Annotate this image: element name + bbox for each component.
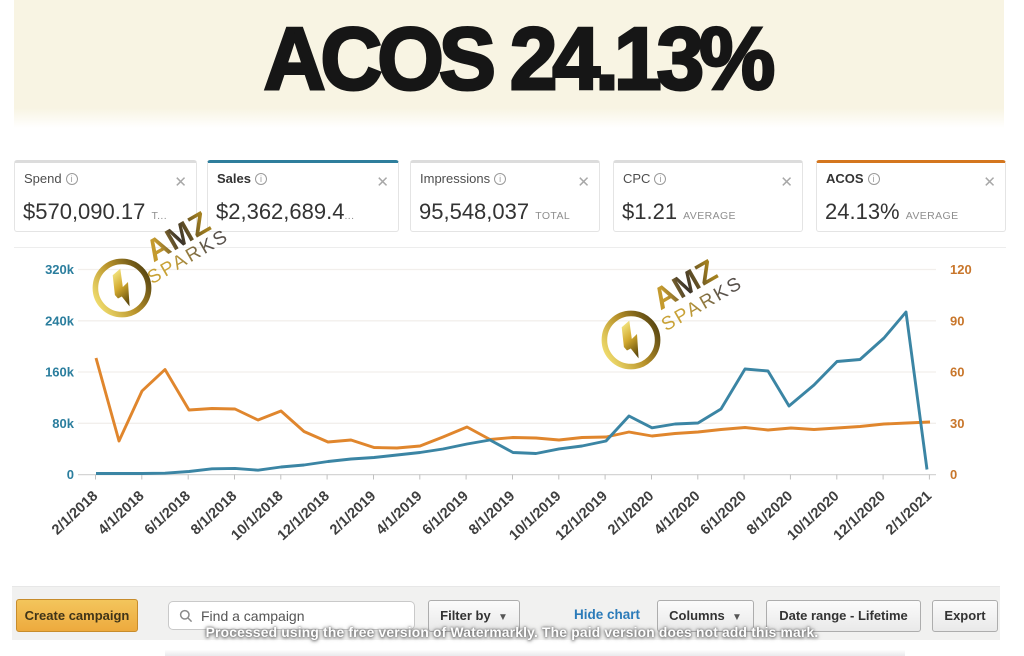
- svg-text:120: 120: [950, 262, 972, 277]
- svg-text:80k: 80k: [52, 416, 74, 431]
- svg-text:12/1/2019: 12/1/2019: [553, 488, 611, 544]
- svg-text:6/1/2018: 6/1/2018: [142, 488, 194, 538]
- svg-text:160k: 160k: [45, 365, 75, 380]
- svg-text:90: 90: [950, 313, 964, 328]
- svg-text:4/1/2020: 4/1/2020: [651, 488, 703, 538]
- svg-text:30: 30: [950, 416, 964, 431]
- svg-text:12/1/2020: 12/1/2020: [831, 488, 889, 544]
- svg-text:2/1/2019: 2/1/2019: [327, 488, 379, 538]
- svg-text:320k: 320k: [45, 262, 75, 277]
- svg-text:240k: 240k: [45, 313, 75, 328]
- svg-text:4/1/2018: 4/1/2018: [95, 488, 147, 538]
- svg-text:12/1/2018: 12/1/2018: [275, 488, 333, 544]
- svg-text:2/1/2020: 2/1/2020: [605, 488, 657, 538]
- svg-text:6/1/2020: 6/1/2020: [698, 488, 750, 538]
- svg-text:2/1/2021: 2/1/2021: [883, 488, 935, 538]
- svg-text:2/1/2018: 2/1/2018: [49, 488, 101, 538]
- svg-text:4/1/2019: 4/1/2019: [373, 488, 425, 538]
- svg-text:6/1/2019: 6/1/2019: [420, 488, 472, 538]
- svg-text:60: 60: [950, 365, 964, 380]
- svg-text:0: 0: [950, 467, 957, 482]
- svg-text:0: 0: [67, 467, 74, 482]
